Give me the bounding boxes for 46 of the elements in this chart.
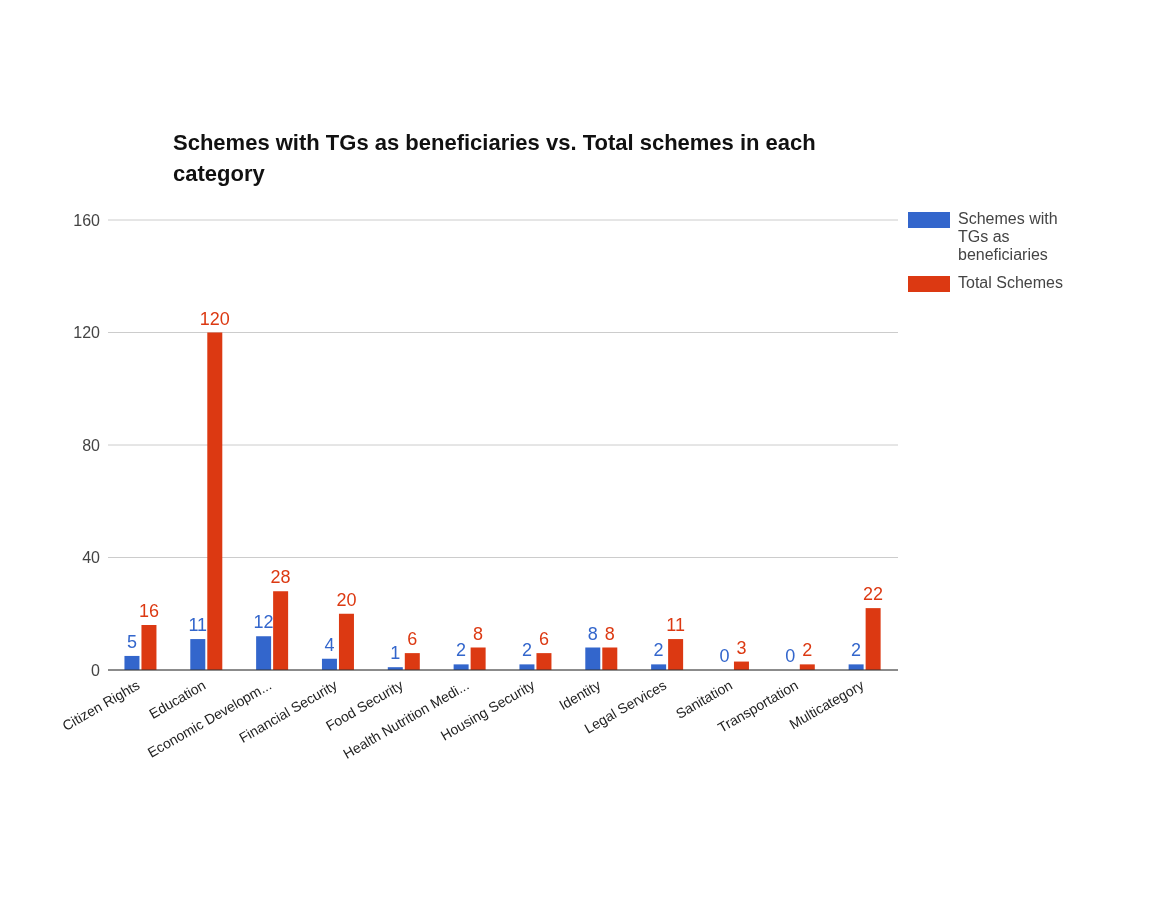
data-label: 1 <box>390 642 401 663</box>
bar <box>190 638 206 670</box>
bar <box>585 647 601 670</box>
legend-label: Schemes with TGs as beneficiaries <box>958 209 1059 264</box>
chart-title: Schemes with TGs as beneficiaries vs. Total schemes in each category <box>173 129 817 188</box>
data-label: 5 <box>126 631 137 652</box>
bar <box>536 652 552 670</box>
data-label: 11 <box>666 614 685 635</box>
data-label: 28 <box>270 566 291 587</box>
bar <box>865 607 881 670</box>
bar <box>404 652 420 670</box>
bar <box>668 638 684 670</box>
data-label: 11 <box>188 614 208 635</box>
y-tick-label: 0 <box>91 661 101 679</box>
y-tick-label: 160 <box>73 211 101 229</box>
bar <box>207 332 223 670</box>
data-label: 8 <box>473 623 484 644</box>
data-label: 2 <box>802 639 813 660</box>
y-tick-label: 80 <box>82 436 101 454</box>
data-label: 0 <box>785 645 796 666</box>
data-label: 12 <box>253 611 274 632</box>
data-label: 6 <box>407 628 418 649</box>
data-label: 2 <box>653 639 664 660</box>
data-label: 2 <box>456 639 467 660</box>
bar <box>602 647 618 670</box>
data-label: 3 <box>736 637 747 658</box>
data-label: 2 <box>521 639 532 660</box>
data-label: 4 <box>324 634 335 655</box>
bar <box>470 647 486 670</box>
data-label: 0 <box>719 645 730 666</box>
y-tick-label: 40 <box>82 548 101 566</box>
legend-label: Total Schemes <box>958 273 1063 292</box>
data-label: 20 <box>336 589 357 610</box>
data-label: 22 <box>863 583 884 604</box>
data-label: 8 <box>604 623 615 644</box>
bar <box>141 624 157 670</box>
data-label: 8 <box>587 623 598 644</box>
bar <box>124 655 140 670</box>
bar <box>256 635 272 670</box>
data-label: 2 <box>851 639 862 660</box>
y-tick-label: 120 <box>73 323 101 341</box>
bar <box>273 590 289 670</box>
bar <box>338 613 354 670</box>
data-label: 6 <box>538 628 549 649</box>
data-label: 120 <box>199 308 230 329</box>
data-label: 16 <box>138 600 159 621</box>
